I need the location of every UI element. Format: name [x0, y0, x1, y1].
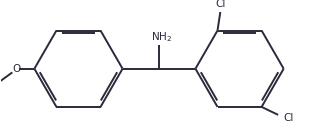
Text: Cl: Cl [215, 0, 226, 9]
Text: NH$_2$: NH$_2$ [151, 30, 172, 44]
Text: Cl: Cl [284, 113, 294, 123]
Text: O: O [12, 64, 20, 74]
